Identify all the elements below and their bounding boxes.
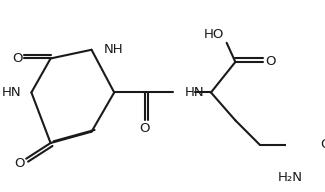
Text: O: O (139, 122, 150, 135)
Text: HO: HO (204, 28, 224, 41)
Text: O: O (12, 52, 23, 65)
Text: O: O (320, 138, 325, 151)
Text: O: O (265, 55, 276, 69)
Text: NH: NH (104, 43, 124, 56)
Text: O: O (14, 156, 24, 170)
Text: HN: HN (185, 86, 204, 99)
Text: H₂N: H₂N (278, 171, 303, 184)
Text: HN: HN (1, 86, 21, 99)
